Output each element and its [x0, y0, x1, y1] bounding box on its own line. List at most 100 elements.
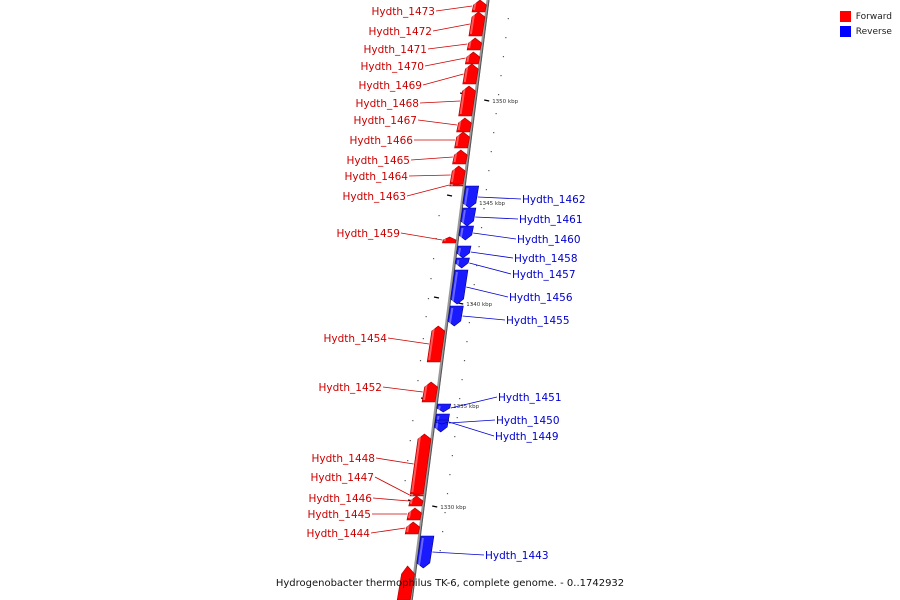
scale-dot [463, 360, 466, 362]
scale-label: 1330 kbp [440, 505, 466, 511]
hydth-1457-glyph [454, 257, 470, 269]
hydth-1472-leader [432, 23, 471, 32]
hydth-1448-leader [375, 457, 414, 465]
legend-reverse: Reverse [839, 24, 892, 39]
hydth-1458-label: Hydth_1458 [514, 253, 578, 265]
hydth-1461-label: Hydth_1461 [519, 214, 583, 226]
scale-dot [500, 75, 502, 77]
scale-dot [480, 227, 483, 229]
hydth-1470-label: Hydth_1470 [360, 61, 424, 73]
hydth-1462-label: Hydth_1462 [522, 194, 586, 206]
scale-dot [422, 338, 424, 340]
hydth-1452-label: Hydth_1452 [318, 382, 382, 394]
scale-dot [505, 37, 507, 39]
hydth-1448-glyph-shine [411, 435, 421, 493]
scale-dot [438, 215, 440, 217]
hydth-1451-label: Hydth_1451 [498, 392, 562, 404]
scale-dot [471, 303, 473, 305]
scale-dot [493, 132, 495, 134]
hydth-1472-label: Hydth_1472 [368, 26, 432, 38]
hydth-1461-glyph [460, 207, 477, 227]
hydth-1470-leader [424, 57, 466, 67]
hydth-1460-label: Hydth_1460 [517, 234, 581, 246]
hydth-1468-glyph [458, 85, 476, 117]
scale-dot [446, 493, 449, 495]
hydth-1443-label: Hydth_1443 [485, 550, 549, 562]
scale-dot [404, 480, 406, 482]
hydth-1459-label: Hydth_1459 [336, 228, 400, 240]
legend: Forward Reverse [839, 9, 892, 39]
hydth-1473-leader [435, 5, 473, 12]
scale-dot [488, 170, 490, 172]
hydth-1463-glyph [449, 183, 464, 187]
legend-forward: Forward [839, 9, 892, 24]
hydth-1456-glyph [450, 269, 469, 305]
scale-dot [495, 113, 497, 115]
hydth-1461-glyph-shine [461, 209, 466, 225]
scale-dot [432, 258, 435, 260]
scale-dot [439, 550, 441, 552]
scale-dot [466, 341, 468, 343]
hydth-1462-glyph [462, 185, 480, 209]
hydth-1443-glyph-shine [417, 537, 424, 567]
scale-dot [502, 56, 505, 58]
hydth-1443-glyph [416, 535, 435, 569]
hydth-1444-leader [370, 527, 406, 534]
hydth-1473-glyph-shine [472, 1, 477, 11]
hydth-1460-glyph [458, 225, 474, 241]
hydth-1455-glyph-shine [448, 307, 454, 325]
hydth-1467-label: Hydth_1467 [353, 115, 417, 127]
hydth-1454-leader [387, 337, 430, 345]
scale-dot [449, 474, 451, 476]
hydth-1454-glyph [426, 325, 446, 363]
scale-dot [497, 94, 500, 96]
hydth-1459-glyph [442, 236, 457, 244]
hydth-1454-glyph-shine [428, 327, 435, 361]
hydth-1448-label: Hydth_1448 [311, 453, 375, 465]
minor-tick [446, 194, 453, 197]
genome-caption: Hydrogenobacter thermophilus TK-6, compl… [275, 578, 625, 589]
scale-dot [454, 436, 456, 438]
hydth-1472-glyph [468, 11, 486, 37]
hydth-1466-glyph-shine [455, 133, 460, 147]
scale-dot [427, 298, 430, 300]
hydth-1472-glyph-shine [469, 13, 475, 35]
hydth-1455-leader [462, 315, 506, 321]
major-tick [484, 99, 490, 102]
scale-dot [468, 322, 470, 324]
hydth-1465-glyph [452, 149, 468, 165]
legend-forward-label: Forward [855, 11, 892, 22]
hydth-1446-leader [372, 497, 409, 502]
scale-dot [473, 284, 475, 286]
hydth-1457-label: Hydth_1457 [512, 269, 576, 281]
hydth-1461-leader [475, 216, 519, 220]
hydth-1452-glyph-shine [423, 383, 428, 401]
hydth-1469-leader [422, 73, 464, 86]
hydth-1446-label: Hydth_1446 [308, 493, 372, 505]
hydth-1464-leader [408, 174, 451, 177]
hydth-1449-glyph [434, 419, 450, 425]
scale-dot [461, 379, 463, 381]
hydth-1444-glyph [404, 521, 421, 535]
hydth-1455-glyph [447, 305, 464, 327]
hydth-1450-label: Hydth_1450 [496, 415, 560, 427]
scale-dot [476, 265, 478, 267]
hydth-1470-glyph-shine [466, 53, 470, 63]
backbone-edge [411, 0, 490, 600]
scale-label: 1345 kbp [479, 201, 505, 207]
scale-dot [417, 380, 419, 382]
hydth-1464-glyph-shine [450, 167, 456, 183]
hydth-1468-label: Hydth_1468 [355, 98, 419, 110]
hydth-1457-leader [469, 262, 512, 275]
hydth-1449-label: Hydth_1449 [495, 431, 559, 443]
hydth-1444-glyph-shine [406, 523, 410, 533]
hydth-1456-leader [466, 286, 509, 298]
hydth-1466-label: Hydth_1466 [349, 135, 413, 147]
hydth-1460-glyph-shine [459, 227, 464, 239]
hydth-1463-leader [406, 184, 450, 197]
hydth-1452-leader [382, 386, 423, 393]
scale-dot [425, 316, 427, 318]
scale-dot [407, 460, 409, 462]
hydth-1463-label: Hydth_1463 [342, 191, 406, 203]
hydth-1466-glyph [454, 131, 470, 149]
